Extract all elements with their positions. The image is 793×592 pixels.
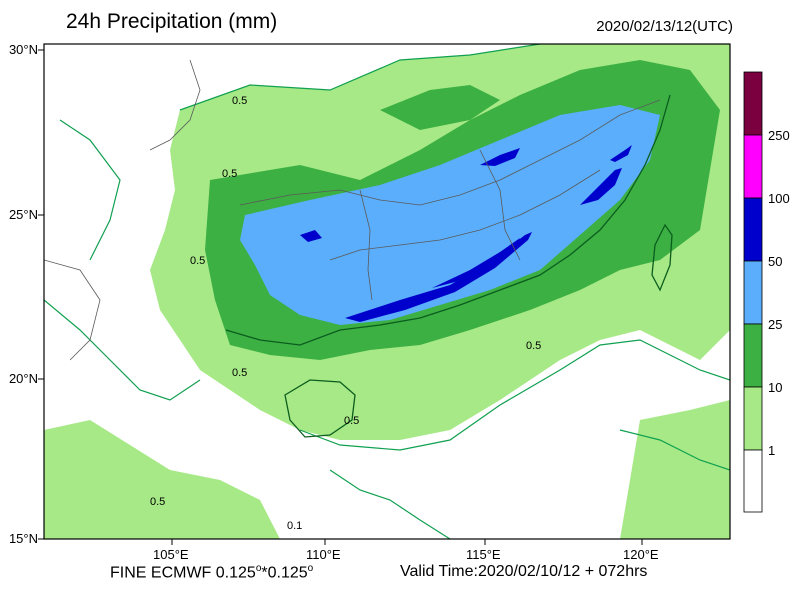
colorbar-swatch-100-250 <box>743 134 763 199</box>
precip-area-1mm-east <box>620 400 730 539</box>
lat-label-30n: 30°N <box>8 42 38 57</box>
contour-label: 0.5 <box>150 496 166 508</box>
lon-label-115e: 115°E <box>466 547 501 562</box>
precip-area-10mm-north <box>380 85 500 130</box>
precip-band-50mm-coast <box>345 232 532 322</box>
chart-title: 24h Precipitation (mm) <box>66 10 278 33</box>
contour-label: 0.5 <box>232 95 248 107</box>
colorbar-label-10: 10 <box>768 380 783 395</box>
lon-label-105e: 105°E <box>153 547 189 562</box>
lat-label-15n: 15°N <box>8 531 38 546</box>
contour-label: 0.5 <box>526 340 542 352</box>
lat-label-20n: 20°N <box>8 371 38 386</box>
colorbar-label-250: 250 <box>768 128 790 143</box>
precip-band-50mm-north <box>480 148 520 166</box>
map-frame <box>43 43 731 540</box>
contour-line-04 <box>59 119 121 261</box>
precip-area-25mm <box>240 105 660 325</box>
colorbar <box>743 71 763 513</box>
contour-line-02 <box>44 299 201 401</box>
province-border-4 <box>479 149 521 261</box>
province-border-5 <box>44 259 101 361</box>
contour-label: 0.5 <box>222 168 238 180</box>
coastline-taiwan <box>651 223 673 292</box>
colorbar-swatch-250-plus <box>743 71 763 136</box>
colorbar-label-1: 1 <box>768 443 776 458</box>
contour-line-03 <box>299 339 730 451</box>
precip-band-50mm-east <box>580 168 622 205</box>
model-resolution-label: FINE ECMWF 0.125o*0.125o <box>110 563 314 582</box>
colorbar-swatch-1-10 <box>743 386 763 451</box>
lon-label-110e: 110°E <box>306 547 341 562</box>
contour-line-06 <box>619 429 730 471</box>
contour-label: 0.5 <box>344 415 360 427</box>
contour-label: 0.1 <box>287 520 303 532</box>
contour-line-01 <box>179 44 541 111</box>
lat-label-25n: 25°N <box>8 207 38 222</box>
colorbar-swatch-25-50 <box>743 260 763 325</box>
province-border-1 <box>239 99 661 206</box>
contour-label: 0.5 <box>190 255 206 267</box>
province-border-2 <box>329 169 601 261</box>
precip-area-1mm-west <box>44 420 280 539</box>
colorbar-label-100: 100 <box>768 191 790 206</box>
colorbar-label-25: 25 <box>768 317 783 332</box>
colorbar-swatch-10-25 <box>743 323 763 388</box>
precip-band-50mm-west <box>300 230 322 242</box>
coastline-hainan <box>284 379 356 438</box>
colorbar-swatch-0-1 <box>743 449 763 513</box>
valid-datetime: 2020/02/13/12(UTC) <box>596 18 733 35</box>
axis-ticks <box>38 49 643 545</box>
province-border-6 <box>149 59 201 151</box>
colorbar-swatch-50-100 <box>743 197 763 262</box>
contour-line-05 <box>329 469 451 539</box>
coastline-mainland <box>225 94 671 346</box>
colorbar-label-50: 50 <box>768 254 783 269</box>
province-border-3 <box>359 189 373 301</box>
lon-label-120e: 120°E <box>623 547 659 562</box>
contour-label: 0.5 <box>232 367 248 379</box>
precip-band-50mm-east2 <box>610 145 632 162</box>
valid-time-label: Valid Time:2020/02/10/12 + 072hrs <box>400 563 648 580</box>
